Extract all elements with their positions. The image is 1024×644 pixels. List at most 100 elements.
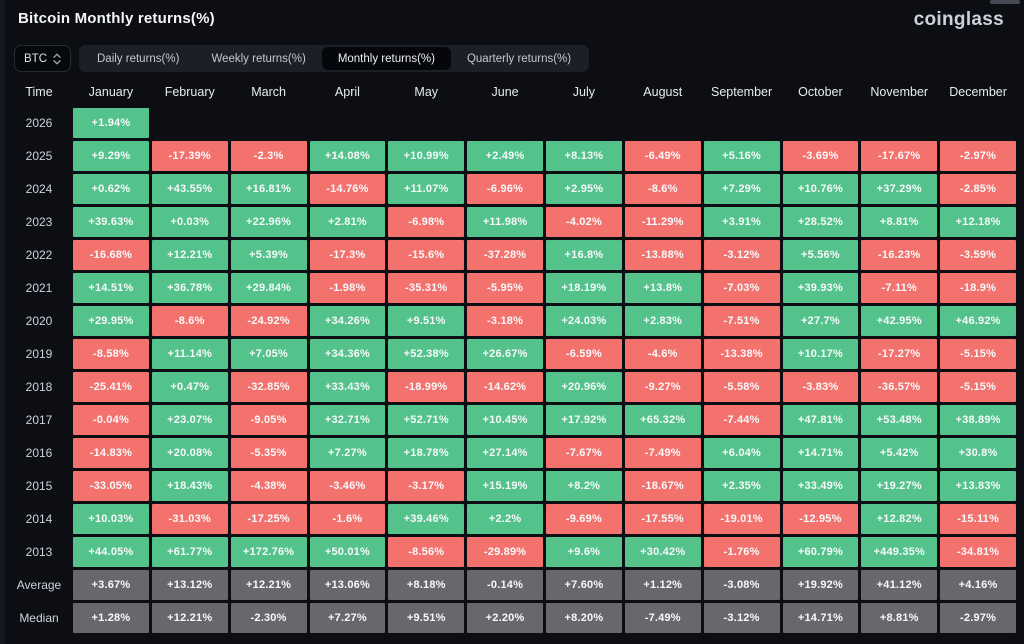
return-cell: +2.81% [309,207,386,237]
return-cell: +44.05% [73,537,149,567]
return-cell: +14.71% [782,603,859,633]
return-cell: +43.55% [151,174,228,204]
return-cell: +52.38% [388,339,465,369]
return-cell: +12.82% [861,504,938,534]
return-cell: -14.76% [309,174,386,204]
return-cell: -16.23% [861,240,938,270]
return-cell: +10.03% [73,504,149,534]
return-cell: +16.81% [230,174,307,204]
return-cell: -8.6% [151,306,228,336]
return-cell: +13.12% [151,570,228,600]
return-cell: -3.59% [940,240,1016,270]
tab-weekly[interactable]: Weekly returns(%) [211,52,306,65]
return-cell: -7.67% [546,438,622,468]
column-header-november: November [870,85,929,99]
empty-cell [861,108,937,138]
return-cell: +30.8% [940,438,1016,468]
return-cell: -2.97% [940,141,1016,171]
return-cell: +9.6% [546,537,622,567]
return-cell: +60.79% [782,537,859,567]
returns-tab-group: Daily returns(%) Weekly returns(%) Monthly… [79,45,590,72]
return-cell: +9.51% [388,603,465,633]
return-cell: -16.68% [73,240,149,270]
return-cell: +24.03% [546,306,622,336]
return-cell: -17.39% [151,141,228,171]
return-cell: +1.12% [624,570,701,600]
return-cell: -31.03% [151,504,228,534]
return-cell: +52.71% [388,405,465,435]
return-cell: -18.99% [388,372,465,402]
return-cell: +18.78% [388,438,465,468]
return-cell: -2.97% [940,603,1016,633]
scrollbar-thumb[interactable] [990,0,1020,4]
return-cell: +1.94% [73,108,149,138]
return-cell: +18.43% [151,471,228,501]
return-cell: +28.52% [782,207,859,237]
return-cell: -5.35% [230,438,307,468]
return-cell: -2.3% [230,141,307,171]
return-cell: +13.83% [940,471,1016,501]
column-header-march: March [251,85,286,99]
return-cell: -5.15% [940,372,1016,402]
return-cell: +449.35% [861,537,938,567]
return-cell: -37.28% [467,240,543,270]
return-cell: +29.95% [73,306,149,336]
return-cell: +1.28% [73,603,149,633]
return-cell: -17.3% [309,240,386,270]
return-cell: +7.60% [546,570,622,600]
return-cell: +61.77% [151,537,228,567]
return-cell: -7.49% [624,603,701,633]
return-cell: +26.67% [467,339,543,369]
return-cell: -13.38% [703,339,780,369]
empty-cell [231,108,307,138]
return-cell: +29.84% [230,273,307,303]
return-cell: -7.49% [624,438,701,468]
tab-daily[interactable]: Daily returns(%) [97,52,180,65]
return-cell: -4.02% [546,207,622,237]
return-cell: +53.48% [861,405,938,435]
column-header-april: April [334,85,360,99]
column-header-june: June [491,85,519,99]
return-cell: -32.85% [230,372,307,402]
return-cell: +23.07% [151,405,228,435]
return-cell: +18.19% [546,273,622,303]
return-cell: +12.21% [151,603,228,633]
return-cell: -25.41% [73,372,149,402]
tab-quarterly[interactable]: Quarterly returns(%) [466,52,572,65]
empty-cell [152,108,228,138]
return-cell: +8.81% [861,603,938,633]
return-cell: +10.99% [388,141,465,171]
return-cell: +7.29% [703,174,780,204]
return-cell: +39.93% [782,273,859,303]
return-cell: -3.69% [782,141,859,171]
return-cell: +2.83% [624,306,701,336]
row-label-median: Median [19,611,59,625]
return-cell: -3.08% [703,570,780,600]
row-label-2024: 2024 [25,182,53,196]
row-label-2019: 2019 [25,347,53,361]
return-cell: -6.49% [624,141,701,171]
return-cell: -3.12% [703,240,780,270]
tab-monthly[interactable]: Monthly returns(%) [321,47,451,70]
symbol-select[interactable]: BTC [14,45,71,72]
row-label-2020: 2020 [25,314,53,328]
return-cell: +12.18% [940,207,1016,237]
return-cell: +41.12% [861,570,938,600]
return-cell: -8.6% [624,174,701,204]
return-cell: +16.8% [546,240,622,270]
return-cell: -17.27% [861,339,938,369]
return-cell: -7.44% [703,405,780,435]
return-cell: +34.36% [309,339,386,369]
return-cell: +65.32% [624,405,701,435]
return-cell: +8.2% [546,471,622,501]
return-cell: -4.38% [230,471,307,501]
return-cell: -7.03% [703,273,780,303]
row-label-2022: 2022 [25,248,53,262]
return-cell: -33.05% [73,471,149,501]
return-cell: +12.21% [151,240,228,270]
return-cell: +4.16% [940,570,1016,600]
return-cell: +8.81% [861,207,938,237]
column-header-august: August [643,85,683,99]
empty-cell [783,108,859,138]
